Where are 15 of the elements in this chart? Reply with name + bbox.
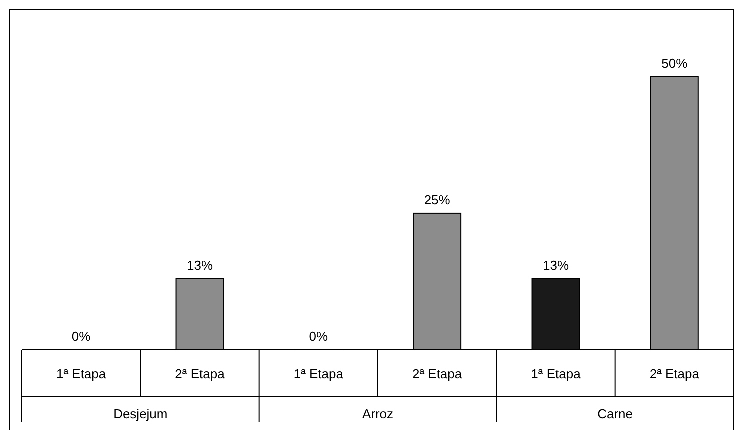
text: 1ª Etapa [531,366,581,382]
data-label: 13% [542,258,570,273]
text: 1ª Etapa [294,366,344,382]
series-label: 1ª Etapa [56,366,107,382]
x-tick-label: Desjejum [114,406,168,422]
data-label: 13% [186,258,214,273]
x-tick-label: Arroz [362,406,394,422]
text: 2ª Etapa [412,366,462,382]
data-label: 25% [424,192,451,208]
text: 2ª Etapa [650,366,700,382]
data-label: 50% [662,56,688,71]
data-label: 0% [309,329,328,344]
data-label: 0% [72,329,92,344]
x-tick-label: Carne [598,406,634,422]
series-label: 2ª Etapa [175,366,226,382]
